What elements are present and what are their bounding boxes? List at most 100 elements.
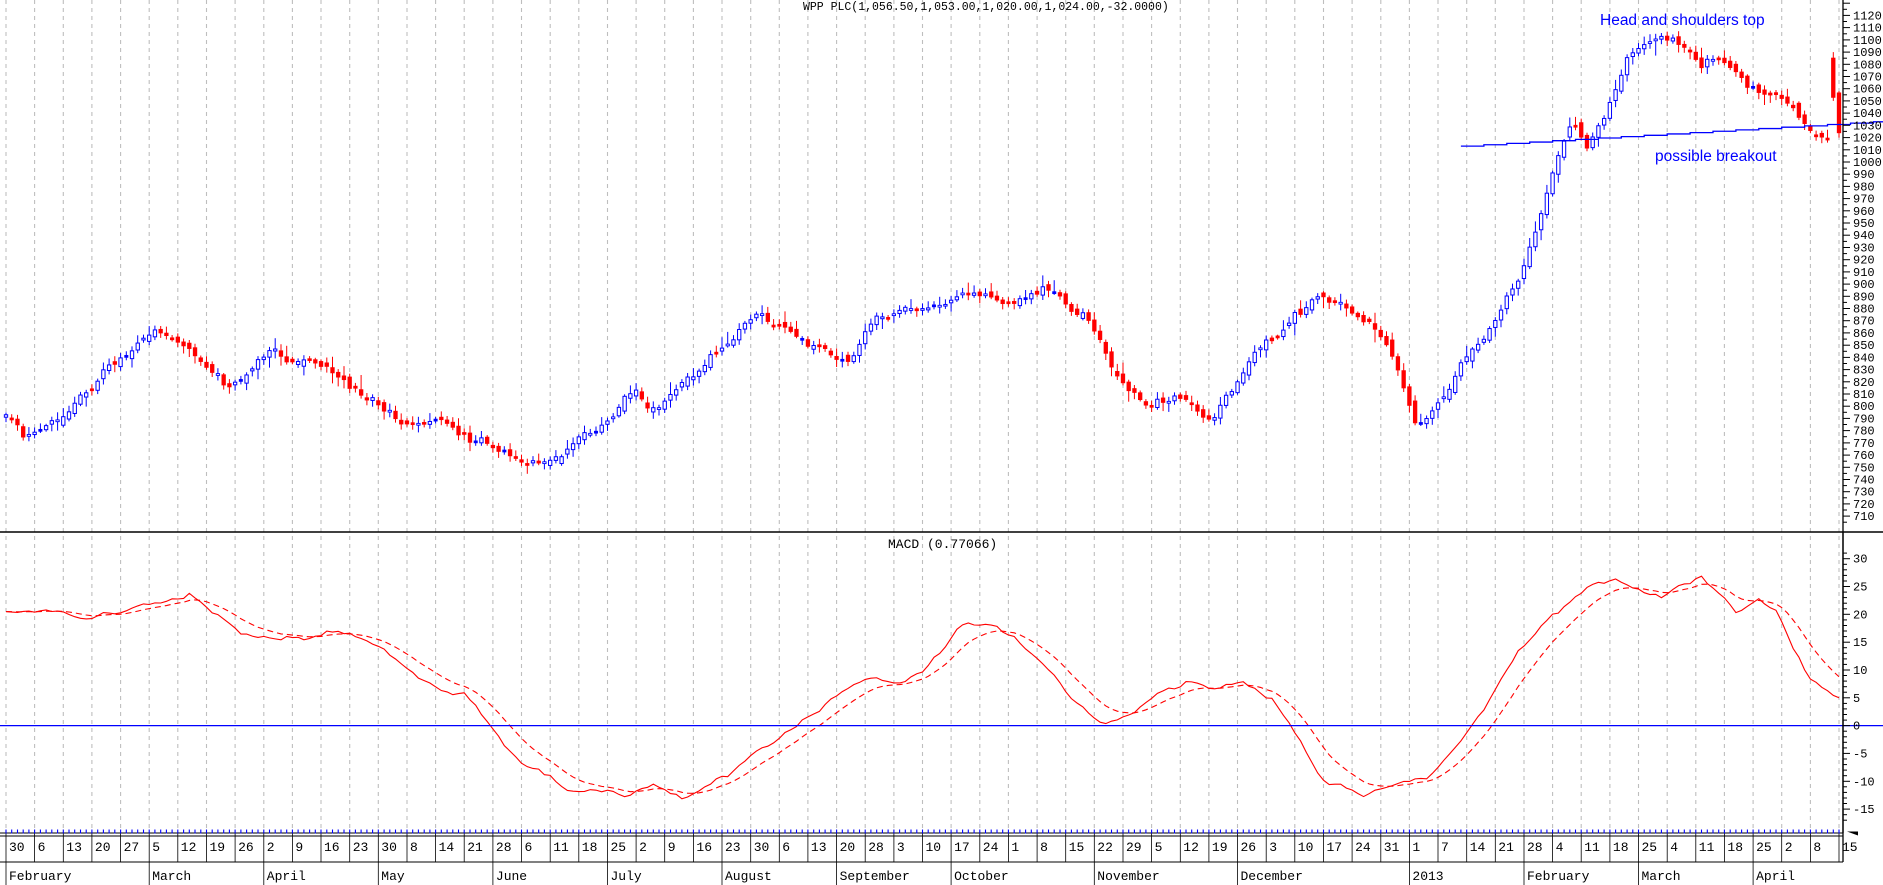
svg-text:26: 26 [1241, 840, 1257, 855]
svg-text:14: 14 [1470, 840, 1486, 855]
svg-text:28: 28 [868, 840, 884, 855]
svg-text:970: 970 [1853, 193, 1875, 207]
svg-text:17: 17 [1327, 840, 1343, 855]
svg-text:1070: 1070 [1853, 71, 1882, 85]
svg-text:840: 840 [1853, 351, 1875, 365]
svg-text:7: 7 [1441, 840, 1449, 855]
svg-text:29: 29 [1126, 840, 1142, 855]
svg-text:740: 740 [1853, 474, 1875, 488]
svg-text:1100: 1100 [1853, 34, 1882, 48]
svg-text:WPP PLC(1,056.50,1,053.00,1,02: WPP PLC(1,056.50,1,053.00,1,020.00,1,024… [803, 1, 1169, 14]
svg-text:920: 920 [1853, 254, 1875, 268]
svg-text:1060: 1060 [1853, 83, 1882, 97]
svg-text:November: November [1097, 869, 1159, 884]
svg-text:April: April [267, 869, 306, 884]
svg-text:1: 1 [1412, 840, 1420, 855]
svg-text:910: 910 [1853, 266, 1875, 280]
svg-text:6: 6 [38, 840, 46, 855]
svg-text:990: 990 [1853, 168, 1875, 182]
svg-text:780: 780 [1853, 425, 1875, 439]
svg-text:0: 0 [1853, 720, 1860, 734]
svg-text:860: 860 [1853, 327, 1875, 341]
svg-text:March: March [1642, 869, 1681, 884]
svg-text:23: 23 [725, 840, 741, 855]
svg-text:20: 20 [1853, 608, 1867, 622]
svg-text:13: 13 [66, 840, 82, 855]
svg-text:1080: 1080 [1853, 58, 1882, 72]
svg-text:15: 15 [1853, 636, 1867, 650]
svg-text:26: 26 [238, 840, 254, 855]
svg-text:Head and shoulders top: Head and shoulders top [1600, 12, 1765, 29]
svg-text:880: 880 [1853, 303, 1875, 317]
svg-text:1030: 1030 [1853, 119, 1882, 133]
svg-text:15: 15 [1069, 840, 1085, 855]
svg-text:12: 12 [181, 840, 197, 855]
svg-text:810: 810 [1853, 388, 1875, 402]
svg-text:770: 770 [1853, 437, 1875, 451]
svg-text:760: 760 [1853, 449, 1875, 463]
svg-text:possible breakout: possible breakout [1655, 148, 1777, 165]
svg-text:2: 2 [267, 840, 275, 855]
svg-text:820: 820 [1853, 376, 1875, 390]
svg-text:890: 890 [1853, 290, 1875, 304]
svg-text:3: 3 [1269, 840, 1277, 855]
svg-text:June: June [496, 869, 527, 884]
svg-text:9: 9 [295, 840, 303, 855]
svg-text:September: September [840, 869, 910, 884]
svg-text:18: 18 [1613, 840, 1629, 855]
svg-text:940: 940 [1853, 229, 1875, 243]
svg-text:-5: -5 [1853, 747, 1867, 761]
svg-text:1090: 1090 [1853, 46, 1882, 60]
svg-text:1120: 1120 [1853, 9, 1882, 23]
svg-text:6: 6 [525, 840, 533, 855]
svg-text:17: 17 [954, 840, 970, 855]
svg-text:25: 25 [611, 840, 627, 855]
svg-text:30: 30 [381, 840, 397, 855]
svg-text:February: February [1527, 869, 1590, 884]
svg-text:MACD (0.77066): MACD (0.77066) [888, 537, 997, 552]
svg-text:15: 15 [1842, 840, 1858, 855]
svg-text:1: 1 [1011, 840, 1019, 855]
svg-text:April: April [1756, 869, 1795, 884]
svg-text:28: 28 [496, 840, 512, 855]
svg-text:5: 5 [152, 840, 160, 855]
svg-text:31: 31 [1384, 840, 1400, 855]
svg-text:960: 960 [1853, 205, 1875, 219]
svg-text:800: 800 [1853, 400, 1875, 414]
svg-text:710: 710 [1853, 510, 1875, 524]
svg-text:24: 24 [983, 840, 999, 855]
svg-text:20: 20 [840, 840, 856, 855]
svg-text:19: 19 [1212, 840, 1228, 855]
svg-text:12: 12 [1183, 840, 1199, 855]
svg-text:25: 25 [1756, 840, 1772, 855]
svg-text:24: 24 [1355, 840, 1371, 855]
svg-text:28: 28 [1527, 840, 1543, 855]
svg-text:10: 10 [926, 840, 942, 855]
svg-text:6: 6 [782, 840, 790, 855]
svg-text:720: 720 [1853, 498, 1875, 512]
svg-text:2013: 2013 [1412, 869, 1443, 884]
svg-text:900: 900 [1853, 278, 1875, 292]
svg-text:30: 30 [754, 840, 770, 855]
svg-text:December: December [1241, 869, 1303, 884]
svg-text:-15: -15 [1853, 803, 1875, 817]
svg-text:18: 18 [1727, 840, 1743, 855]
svg-text:February: February [9, 869, 72, 884]
svg-text:August: August [725, 869, 772, 884]
svg-text:9: 9 [668, 840, 676, 855]
svg-text:1020: 1020 [1853, 132, 1882, 146]
svg-text:1040: 1040 [1853, 107, 1882, 121]
svg-text:5: 5 [1155, 840, 1163, 855]
svg-text:8: 8 [1040, 840, 1048, 855]
svg-text:850: 850 [1853, 339, 1875, 353]
svg-text:1000: 1000 [1853, 156, 1882, 170]
svg-text:July: July [611, 869, 642, 884]
svg-text:2: 2 [1785, 840, 1793, 855]
svg-text:27: 27 [124, 840, 140, 855]
svg-text:2: 2 [639, 840, 647, 855]
svg-text:14: 14 [439, 840, 455, 855]
svg-text:980: 980 [1853, 180, 1875, 194]
svg-text:10: 10 [1298, 840, 1314, 855]
svg-text:750: 750 [1853, 461, 1875, 475]
svg-text:930: 930 [1853, 242, 1875, 256]
